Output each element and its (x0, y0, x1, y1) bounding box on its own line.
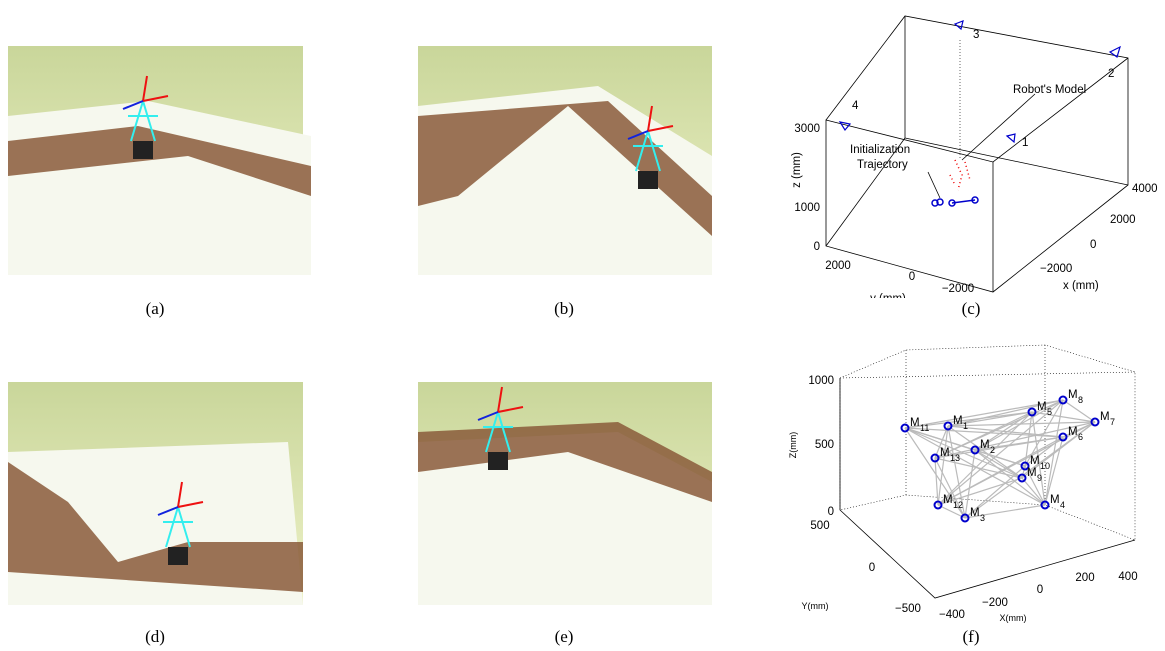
y-axis-label: Y(mm) (802, 601, 829, 611)
x-tick-label: 4000 (1132, 183, 1158, 195)
annotation: Robot's Model (1013, 84, 1086, 96)
link (935, 458, 938, 505)
marker-label: M (980, 439, 990, 451)
marker-subscript: 7 (1110, 417, 1115, 427)
marker-label: M (943, 494, 953, 506)
photos (8, 46, 712, 605)
marker-subscript: 4 (1060, 500, 1065, 510)
x-tick-label: 0 (1037, 584, 1043, 596)
photo (8, 382, 303, 605)
camera-label: 3 (973, 29, 979, 41)
marker-label: M (1068, 426, 1078, 438)
z-axis-label: Z(mm) (788, 432, 798, 459)
z-tick-label: 1000 (794, 202, 820, 214)
marker-label: M (1037, 401, 1047, 413)
marker-subscript: 13 (950, 453, 960, 463)
x-tick-label: −200 (982, 597, 1008, 609)
photo (8, 46, 311, 275)
y-tick-label: 2000 (825, 260, 851, 272)
camera-label: 1 (1022, 137, 1028, 149)
y-tick-label: 0 (869, 562, 875, 574)
camera-label: 2 (1108, 68, 1114, 80)
x-tick-label: 0 (1090, 239, 1096, 251)
z-tick-label: 0 (828, 506, 834, 518)
x-axis-label: X(mm) (1000, 613, 1027, 623)
marker-label: M (953, 415, 963, 427)
x-tick-label: −400 (939, 609, 965, 621)
annotation: Initialization (850, 144, 910, 156)
link (1032, 412, 1095, 422)
marker-label: M (1100, 411, 1110, 423)
marker-label: M (1068, 389, 1078, 401)
z-tick-label: 3000 (794, 123, 820, 135)
marker-subscript: 10 (1040, 461, 1050, 471)
marker-subscript: 1 (963, 421, 968, 431)
photo (418, 46, 712, 275)
marker-label: M (910, 417, 920, 429)
x-tick-label: 2000 (1110, 214, 1136, 226)
camera-label: 4 (852, 100, 859, 112)
plot-f: 1000 500 0 Z(mm) 500 0 −500 Y(mm) −400 −… (788, 345, 1138, 623)
y-tick-label: −2000 (942, 283, 974, 295)
annotation: Trajectory (857, 159, 908, 171)
marker-subscript: 11 (920, 423, 929, 433)
x-tick-label: 400 (1118, 571, 1137, 583)
y-tick-label: 0 (909, 271, 915, 283)
robot (168, 547, 188, 565)
marker-subscript: 2 (990, 445, 995, 455)
marker-label: M (970, 507, 980, 519)
marker-subscript: 9 (1037, 473, 1042, 483)
y-tick-label: 500 (810, 520, 829, 532)
z-tick-label: 1000 (808, 375, 834, 387)
robot (638, 171, 658, 189)
z-axis-label: z (mm) (791, 152, 803, 188)
photo (418, 382, 712, 605)
figure: 3 2 4 1 Robot's Model Initialization Tra… (0, 0, 1165, 651)
y-tick-label: −500 (895, 603, 921, 615)
marker-subscript: 8 (1078, 395, 1083, 405)
marker-label: M (1050, 494, 1060, 506)
x-tick-label: −2000 (1040, 263, 1072, 275)
robot (488, 452, 508, 470)
z-tick-label: 0 (814, 241, 820, 253)
caption: (e) (555, 627, 574, 646)
marker-label: M (1030, 455, 1040, 467)
x-axis-label: x (mm) (1063, 280, 1099, 292)
x-tick-label: 200 (1075, 572, 1094, 584)
robot (133, 141, 153, 159)
marker-subscript: 6 (1078, 432, 1083, 442)
marker-subscript: 5 (1047, 407, 1052, 417)
caption: (a) (146, 299, 165, 318)
plot-c: 3 2 4 1 Robot's Model Initialization Tra… (791, 16, 1158, 305)
z-tick-label: 500 (815, 439, 834, 451)
caption: (c) (962, 299, 981, 318)
marker-label: M (940, 447, 950, 459)
floor (8, 101, 311, 275)
caption: (f) (963, 627, 980, 646)
y-axis-label: y (mm) (870, 293, 906, 305)
caption: (b) (554, 299, 574, 318)
marker-label: M (1027, 467, 1037, 479)
caption: (d) (145, 627, 165, 646)
marker-subscript: 12 (953, 500, 963, 510)
marker-subscript: 3 (980, 513, 985, 523)
